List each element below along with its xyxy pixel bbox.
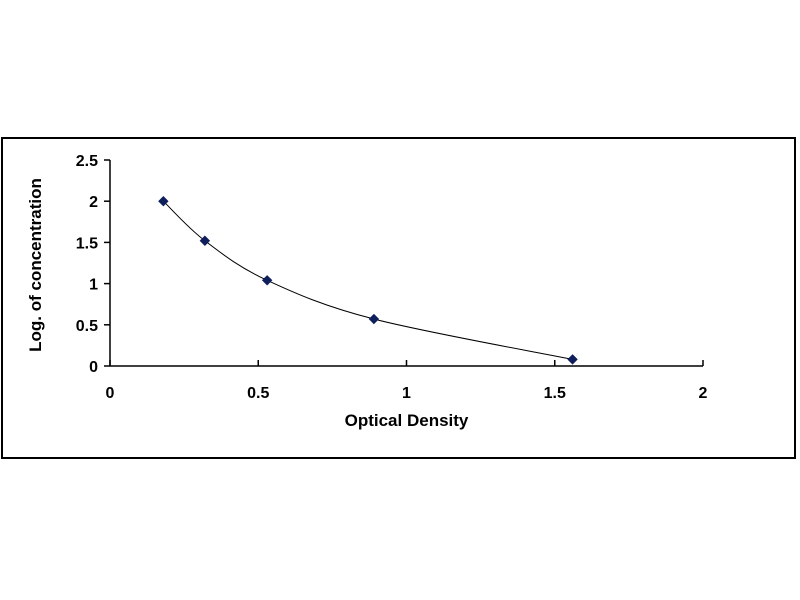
y-tick-label: 0.5 <box>76 318 98 335</box>
fit-curve <box>163 200 573 360</box>
y-tick-label: 0 <box>89 359 98 376</box>
y-tick-label: 1.5 <box>76 235 98 252</box>
data-point <box>199 235 211 246</box>
y-tick-label: 1 <box>89 277 98 294</box>
y-tick-label: 2 <box>89 194 98 211</box>
y-axis-title: Log. of concentration <box>26 178 45 352</box>
x-axis: 0 0.5 1 1.5 2 <box>106 360 708 402</box>
x-ticks: 0 0.5 1 1.5 2 <box>106 360 708 402</box>
data-point <box>567 354 578 365</box>
data-point <box>368 313 380 325</box>
y-axis: 0 0.5 1 1.5 2 2.5 <box>76 153 111 376</box>
y-ticks: 0 0.5 1 1.5 2 2.5 <box>76 153 110 376</box>
x-tick-label: 0.5 <box>247 385 269 402</box>
data-points <box>158 195 578 365</box>
chart-frame <box>1 137 796 459</box>
y-tick-label: 2.5 <box>76 153 98 170</box>
x-tick-label: 0 <box>106 385 115 402</box>
x-axis-title: Optical Density <box>345 411 469 430</box>
data-point <box>158 195 169 207</box>
x-tick-label: 2 <box>699 385 708 402</box>
x-tick-label: 1.5 <box>544 385 566 402</box>
x-tick-label: 1 <box>402 385 411 402</box>
data-point <box>261 275 273 286</box>
